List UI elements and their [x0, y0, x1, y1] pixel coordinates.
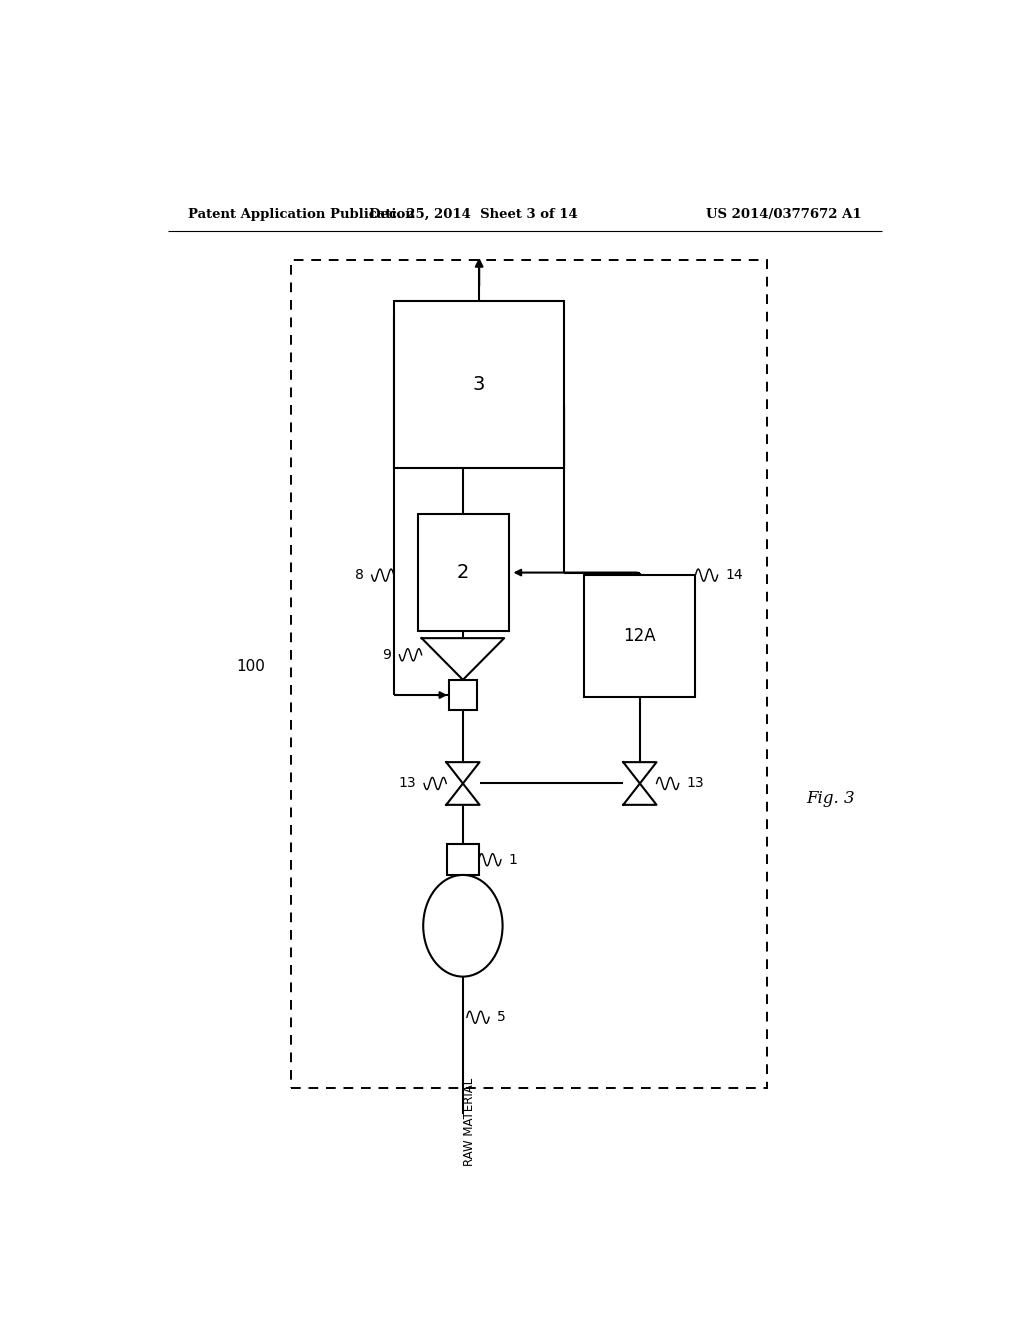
Text: Fig. 3: Fig. 3: [806, 791, 855, 808]
Text: 12A: 12A: [624, 627, 656, 645]
Polygon shape: [446, 784, 479, 805]
Polygon shape: [624, 784, 656, 805]
Bar: [291, 260, 767, 1089]
Text: RAW MATERIAL: RAW MATERIAL: [463, 1078, 476, 1166]
Circle shape: [423, 875, 503, 977]
Polygon shape: [422, 638, 504, 680]
Polygon shape: [446, 762, 479, 784]
Bar: [394, 301, 564, 469]
Text: 13: 13: [687, 776, 705, 791]
Bar: [447, 845, 479, 875]
Text: 1: 1: [509, 853, 518, 867]
Text: 8: 8: [355, 568, 364, 582]
Text: US 2014/0377672 A1: US 2014/0377672 A1: [707, 207, 862, 220]
Bar: [585, 576, 695, 697]
Text: 9: 9: [383, 648, 391, 661]
Polygon shape: [624, 762, 656, 784]
Text: 100: 100: [237, 659, 265, 675]
Text: Dec. 25, 2014  Sheet 3 of 14: Dec. 25, 2014 Sheet 3 of 14: [369, 207, 578, 220]
Text: 13: 13: [398, 776, 416, 791]
Text: 5: 5: [497, 1010, 506, 1024]
Text: 3: 3: [473, 375, 485, 395]
Bar: [449, 680, 477, 710]
Text: 2: 2: [457, 564, 469, 582]
Text: 14: 14: [726, 568, 743, 582]
Bar: [418, 515, 509, 631]
Text: Patent Application Publication: Patent Application Publication: [187, 207, 415, 220]
